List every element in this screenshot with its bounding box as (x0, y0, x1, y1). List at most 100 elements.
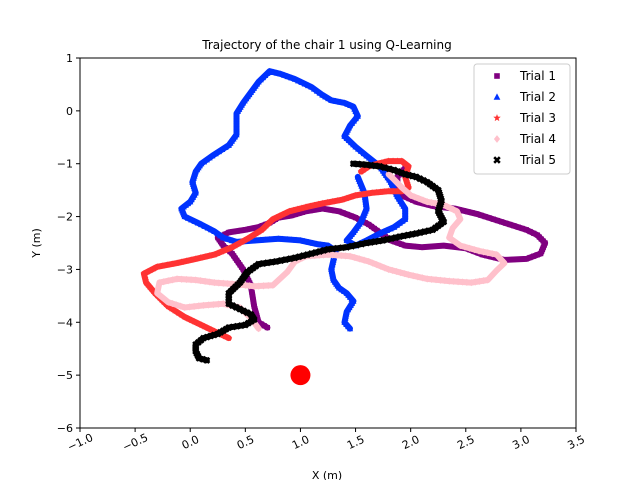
data-point (306, 202, 314, 210)
data-point (230, 229, 236, 235)
data-point (240, 236, 248, 244)
data-point (260, 224, 268, 231)
data-point (207, 326, 215, 333)
data-point (217, 232, 224, 239)
data-point (218, 248, 225, 255)
data-point (206, 278, 213, 286)
data-point (393, 267, 400, 276)
data-point (338, 196, 346, 203)
data-point (354, 173, 361, 180)
data-point (284, 73, 291, 80)
x-axis: −1.0 −0.5 0.0 0.5 1.0 1.5 2.0 2.5 3.0 3.5 (65, 428, 587, 454)
data-point (499, 219, 505, 225)
data-point (352, 143, 359, 150)
data-point (491, 269, 498, 277)
data-point (168, 304, 175, 312)
data-point (527, 254, 533, 261)
data-point (194, 219, 202, 226)
data-point (507, 221, 513, 228)
data-point (400, 159, 408, 166)
data-point (393, 177, 399, 186)
data-point (402, 160, 410, 168)
data-point (277, 257, 285, 265)
data-point (292, 236, 300, 243)
data-point (282, 209, 290, 216)
data-point (506, 257, 512, 263)
data-point (395, 179, 401, 188)
data-point (196, 254, 204, 261)
data-point (480, 248, 487, 256)
data-point (174, 275, 180, 283)
data-point (319, 199, 326, 207)
data-point (150, 264, 158, 272)
y-tick-label: 0 (66, 105, 73, 118)
data-point (437, 276, 444, 284)
data-point (296, 210, 302, 216)
data-point (247, 310, 255, 318)
data-point (398, 241, 405, 247)
data-point (191, 217, 198, 224)
data-point (205, 301, 212, 309)
data-point (381, 164, 389, 172)
data-point (272, 213, 280, 221)
y-axis-label: Y (m) (30, 228, 43, 259)
data-point (476, 247, 482, 255)
data-point (459, 278, 466, 286)
data-point (173, 301, 180, 309)
data-point (197, 277, 204, 285)
data-point (269, 215, 277, 223)
data-point (294, 205, 302, 213)
data-point (446, 277, 453, 285)
data-point (226, 229, 232, 236)
data-point (173, 259, 181, 267)
data-point (338, 286, 345, 293)
data-point (198, 221, 205, 228)
data-point (177, 302, 184, 310)
data-point (352, 215, 359, 221)
data-point (343, 289, 350, 296)
data-point (270, 235, 278, 242)
data-point (501, 259, 508, 267)
data-point (247, 226, 253, 232)
x-tick-label: 3.5 (566, 433, 587, 452)
data-point (423, 244, 429, 250)
data-point (265, 281, 272, 290)
data-point (178, 258, 186, 265)
data-point (156, 279, 163, 287)
data-point (371, 225, 377, 232)
data-point (368, 189, 376, 196)
data-point (523, 227, 529, 233)
data-point (219, 146, 226, 153)
data-point (239, 307, 248, 315)
data-point (351, 253, 358, 262)
data-point (255, 224, 262, 230)
data-point (242, 227, 248, 233)
data-point (424, 275, 431, 283)
data-point (374, 227, 380, 234)
data-point (262, 221, 270, 229)
data-point (510, 256, 516, 263)
data-point (402, 243, 408, 249)
data-point (243, 309, 251, 317)
data-point (342, 252, 349, 260)
legend-label: Trial 5 (519, 153, 556, 167)
data-point (441, 276, 448, 285)
data-point (210, 300, 217, 309)
data-point (495, 253, 502, 261)
data-point (211, 279, 218, 287)
data-point (264, 324, 270, 331)
data-point (511, 223, 517, 229)
data-point (417, 200, 423, 206)
data-point (290, 206, 298, 214)
data-point (206, 154, 213, 161)
data-point (398, 157, 406, 165)
x-tick-label: 2.5 (455, 433, 476, 452)
data-point (273, 69, 281, 76)
data-point (381, 187, 388, 195)
x-tick-label: 2.0 (400, 433, 421, 452)
data-point (402, 194, 409, 200)
data-point (323, 198, 331, 206)
data-point (465, 209, 471, 215)
data-point (436, 243, 442, 249)
data-point (228, 243, 236, 251)
